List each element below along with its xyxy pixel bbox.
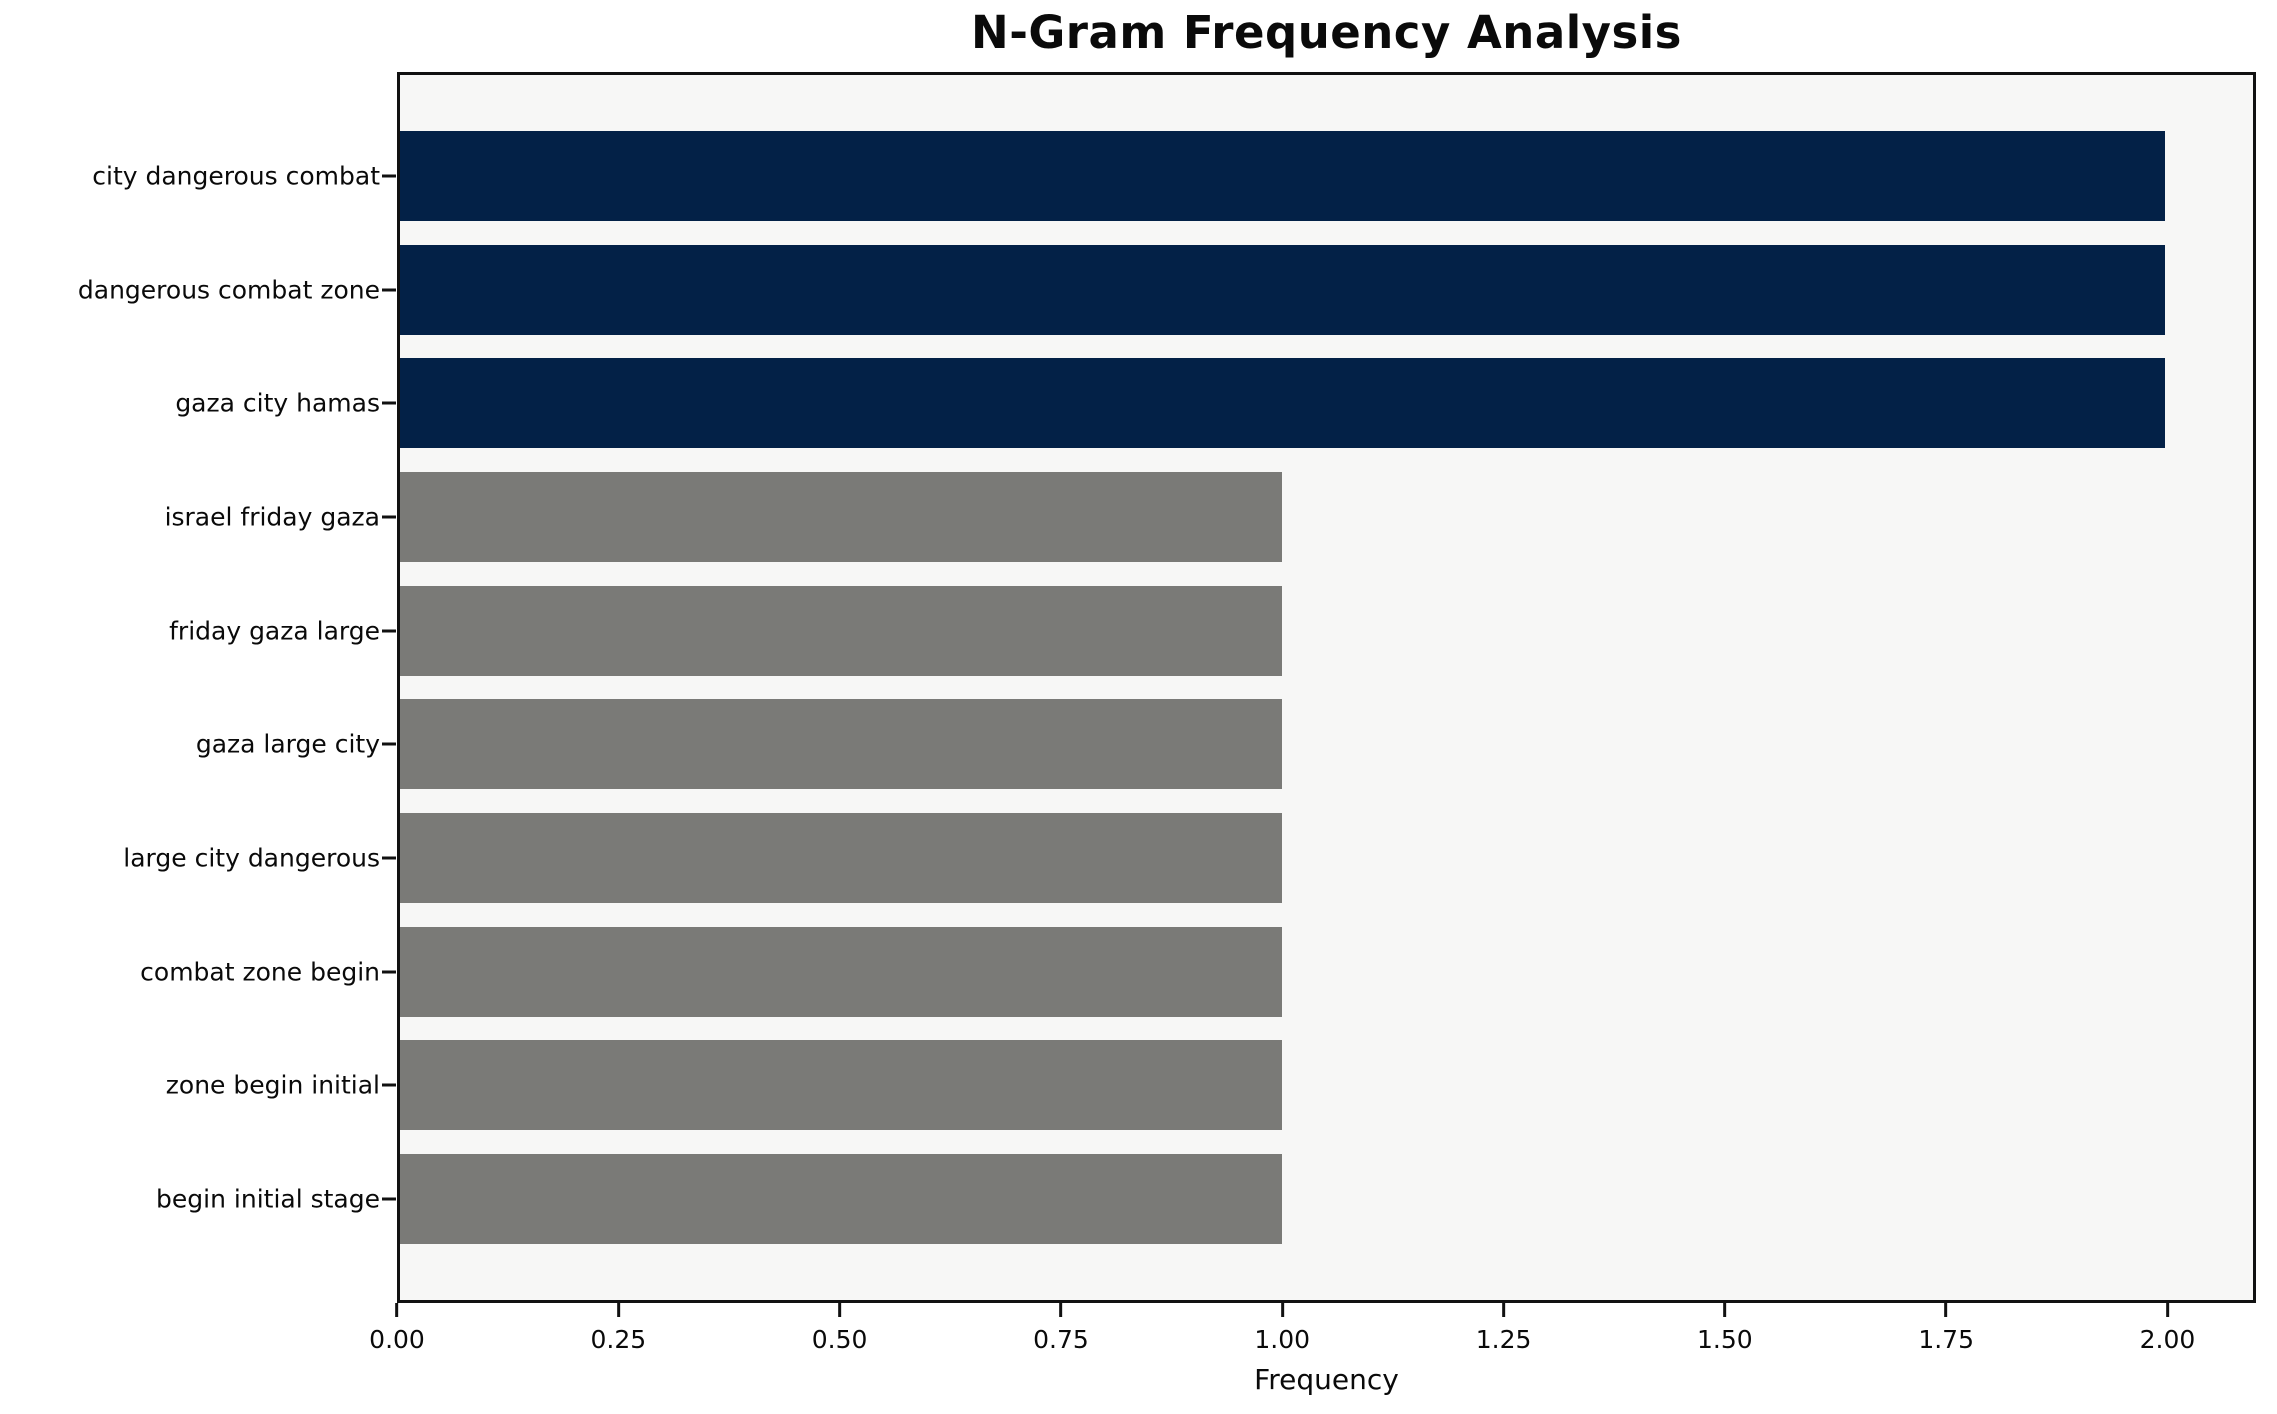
y-tick-label: city dangerous combat [92,161,380,191]
y-tick-label: friday gaza large [169,616,380,646]
chart-title: N-Gram Frequency Analysis [971,6,1682,59]
y-tick-label: begin initial stage [156,1184,380,1214]
bar-row: friday gaza large [169,574,2253,688]
y-tick-mark [382,970,396,974]
bar-row: city dangerous combat [92,119,2253,233]
y-tick-label: zone begin initial [165,1070,380,1100]
x-tick-mark [1280,1303,1284,1317]
x-tick-mark [395,1303,399,1317]
y-tick-label: gaza large city [195,729,380,759]
x-tick-label: 2.00 [2139,1325,2196,1354]
x-tick: 2.00 [2139,1303,2196,1354]
bar-row: begin initial stage [156,1142,2253,1256]
y-tick-mark [382,174,396,178]
x-tick: 1.25 [1475,1303,1532,1354]
x-tick-label: 0.00 [369,1325,425,1354]
y-tick-mark [382,856,396,860]
x-tick-label: 0.75 [1033,1325,1089,1354]
bar-gaza-large-city [400,699,1283,790]
x-tick: 0.50 [811,1303,868,1354]
y-tick-mark [382,515,396,519]
bar-israel-friday-gaza [400,471,1283,562]
bars-box: city dangerous combat dangerous combat zo… [78,119,2253,1256]
y-tick-mark [382,629,396,633]
y-tick-mark [382,401,396,405]
y-tick-label: combat zone begin [140,957,380,987]
x-tick-label: 0.50 [811,1325,868,1354]
y-tick-label: israel friday gaza [164,502,380,532]
x-tick: 1.50 [1697,1303,1753,1354]
x-tick: 1.00 [1254,1303,1310,1354]
x-tick-mark [838,1303,842,1317]
x-tick: 1.75 [1918,1303,1974,1354]
bar-row: dangerous combat zone [78,233,2253,347]
x-tick-label: 1.00 [1254,1325,1311,1354]
plot-area: city dangerous combat dangerous combat zo… [78,72,2256,1303]
x-axis-label: Frequency [1254,1363,1399,1396]
bar-row: large city dangerous [123,801,2253,915]
bar-friday-gaza-large [400,585,1283,676]
bar-row: gaza city hamas [175,346,2253,460]
bar-begin-initial-stage [400,1154,1283,1245]
bar-row: gaza large city [196,688,2253,802]
y-tick-label: large city dangerous [123,843,380,873]
y-tick-mark [382,288,396,292]
x-tick: 0.75 [1033,1303,1089,1354]
bar-row: israel friday gaza [165,460,2253,574]
bar-row: zone begin initial [166,1029,2253,1143]
y-tick-mark [382,742,396,746]
bar-city-dangerous-combat [400,130,2165,221]
x-tick: 0.25 [590,1303,646,1354]
x-tick-mark [1059,1303,1063,1317]
bar-large-city-dangerous [400,813,1283,904]
y-tick-mark [382,1197,396,1201]
x-tick-mark [1502,1303,1506,1317]
bar-dangerous-combat-zone [400,244,2165,335]
x-tick-label: 1.50 [1697,1325,1753,1354]
y-tick-mark [382,1083,396,1087]
x-tick-label: 1.25 [1475,1325,1532,1354]
bar-zone-begin-initial [400,1040,1283,1131]
y-tick-label: gaza city hamas [175,388,380,418]
x-tick-mark [1944,1303,1948,1317]
x-tick: 0.00 [369,1303,425,1354]
bar-row: combat zone begin [140,915,2253,1029]
x-tick-label: 1.75 [1918,1325,1974,1354]
x-tick-mark [2165,1303,2169,1317]
x-tick-label: 0.25 [590,1325,647,1354]
x-tick-mark [1723,1303,1727,1317]
bar-combat-zone-begin [400,926,1283,1017]
x-tick-mark [616,1303,620,1317]
y-tick-label: dangerous combat zone [77,275,380,305]
bar-gaza-city-hamas [400,358,2165,449]
